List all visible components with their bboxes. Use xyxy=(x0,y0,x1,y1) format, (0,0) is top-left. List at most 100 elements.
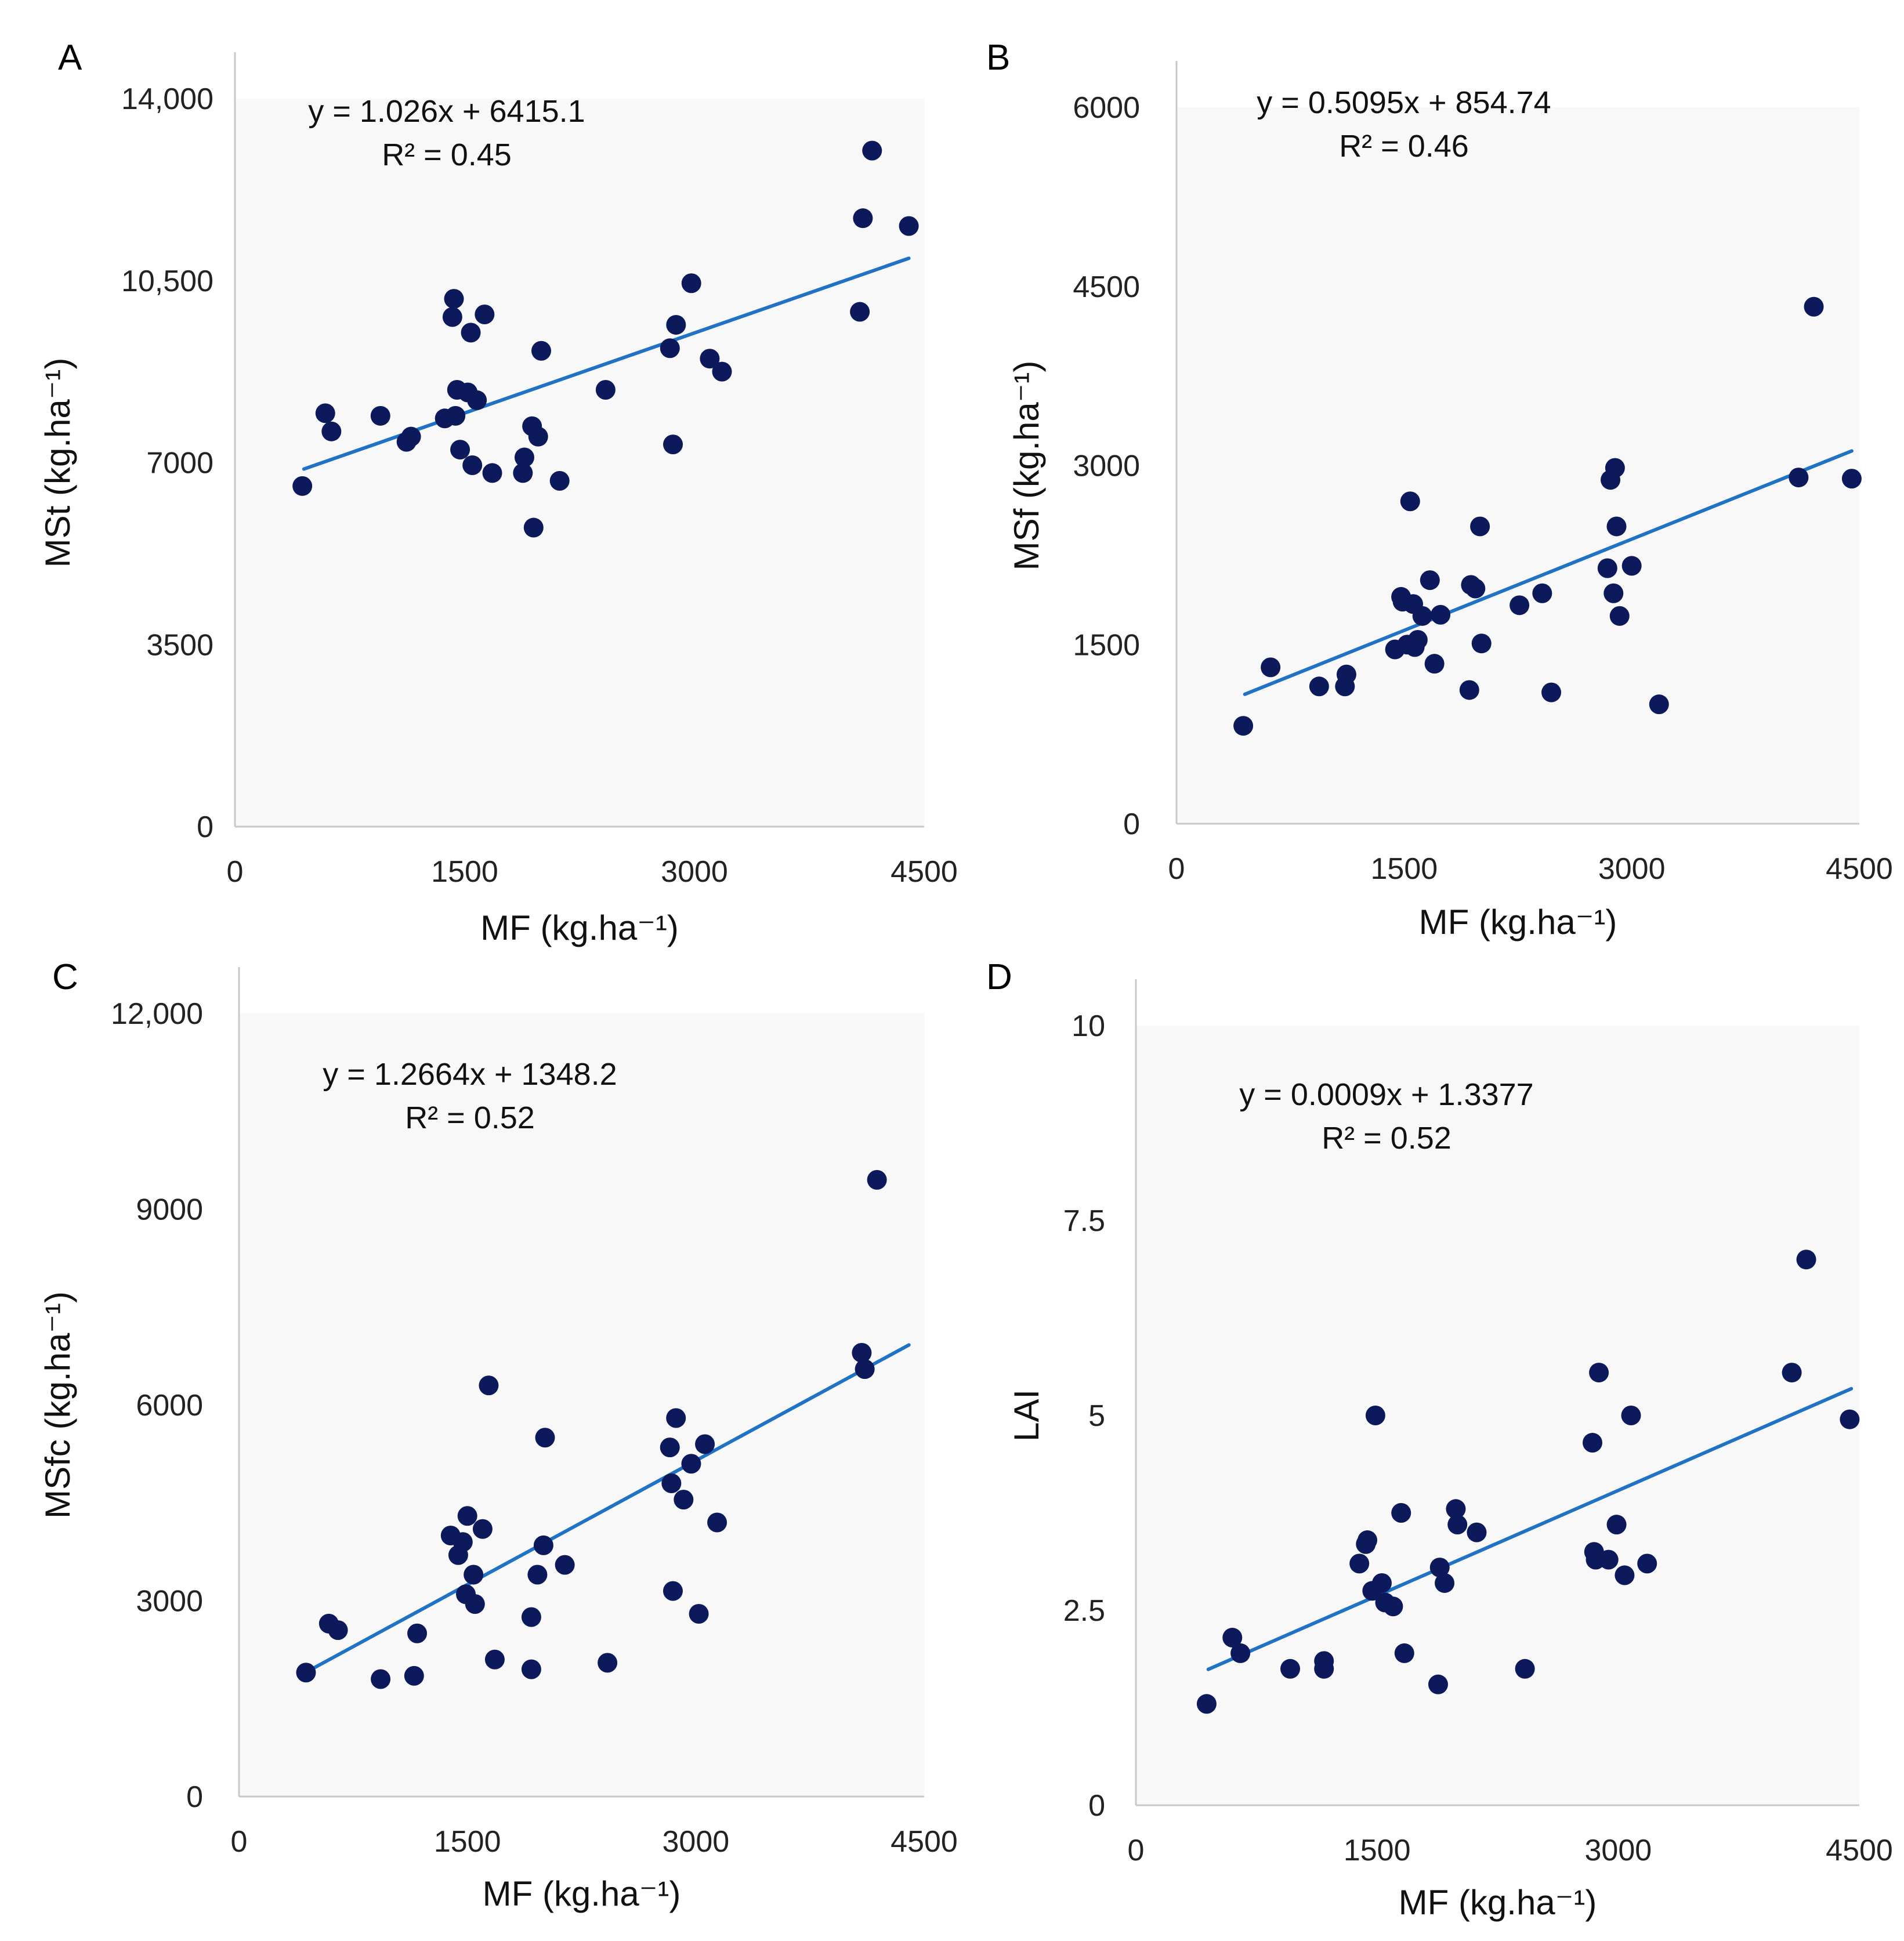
data-point xyxy=(1222,1628,1243,1648)
data-point xyxy=(1447,1515,1468,1535)
data-point xyxy=(465,1594,485,1614)
data-point xyxy=(1280,1658,1301,1679)
y-tick-label: 10,500 xyxy=(121,265,213,298)
data-point xyxy=(1420,570,1440,591)
data-point xyxy=(442,307,462,327)
data-point xyxy=(1609,606,1630,626)
data-point xyxy=(1309,676,1329,697)
y-tick-label: 1500 xyxy=(1073,628,1140,662)
x-tick-label: 4500 xyxy=(1826,1834,1893,1867)
x-axis-title: MF (kg.ha⁻¹) xyxy=(1419,903,1617,941)
data-point xyxy=(1606,516,1627,537)
data-point xyxy=(1796,1250,1816,1270)
data-point xyxy=(1597,558,1617,578)
data-point xyxy=(1582,1433,1602,1453)
data-point xyxy=(475,305,495,325)
x-tick-label: 0 xyxy=(1128,1834,1145,1867)
x-axis-title: MF (kg.ha⁻¹) xyxy=(483,1874,681,1913)
data-point xyxy=(479,1375,499,1396)
data-point xyxy=(1233,716,1254,736)
y-tick-label: 2.5 xyxy=(1063,1594,1105,1628)
data-point xyxy=(598,1653,618,1673)
data-point xyxy=(1589,1363,1609,1383)
data-point xyxy=(1605,458,1625,478)
data-point xyxy=(1383,1596,1403,1617)
data-point xyxy=(1606,1515,1627,1535)
data-point xyxy=(292,476,313,496)
data-point xyxy=(1649,694,1669,715)
x-tick-label: 4500 xyxy=(891,855,958,889)
data-point xyxy=(712,361,732,382)
data-point xyxy=(450,440,470,460)
data-point xyxy=(1603,583,1624,603)
y-tick-label: 7.5 xyxy=(1063,1204,1105,1238)
data-point xyxy=(1391,1503,1411,1523)
x-tick-label: 3000 xyxy=(1584,1834,1652,1867)
plot-area xyxy=(1136,1026,1859,1805)
data-point xyxy=(681,1454,701,1474)
plot-area xyxy=(1177,107,1859,824)
data-point xyxy=(1471,633,1492,654)
data-point xyxy=(1435,1573,1455,1593)
data-point xyxy=(401,426,421,447)
data-point xyxy=(1789,468,1809,488)
x-tick-label: 1500 xyxy=(1370,852,1438,886)
data-point xyxy=(328,1620,348,1641)
data-point xyxy=(1465,578,1486,599)
trend-line xyxy=(1243,449,1854,696)
data-point xyxy=(1365,1406,1385,1425)
data-point xyxy=(462,455,483,475)
data-point xyxy=(1407,630,1428,650)
data-point xyxy=(1335,676,1355,697)
data-point xyxy=(852,1343,872,1363)
data-point xyxy=(1261,657,1281,678)
data-point xyxy=(1515,1658,1535,1679)
data-point xyxy=(1541,682,1562,702)
y-tick-label: 0 xyxy=(197,810,213,844)
y-tick-label: 4500 xyxy=(1073,270,1140,304)
data-point xyxy=(1412,606,1432,626)
data-point xyxy=(660,1437,680,1458)
data-point xyxy=(1804,296,1824,317)
data-point xyxy=(1532,583,1552,603)
data-point xyxy=(1841,469,1862,489)
data-point xyxy=(700,349,720,369)
panel-c: C 0 1500 3000 4500 0 3000 6000 9000 12,000 MF (kg.… xyxy=(38,957,958,1913)
data-point xyxy=(371,1669,391,1689)
data-point xyxy=(899,216,919,236)
data-point xyxy=(663,434,683,455)
data-point xyxy=(1621,556,1642,576)
r-squared: R² = 0.52 xyxy=(405,1100,535,1135)
data-point xyxy=(523,517,544,538)
panel-letter: A xyxy=(58,38,82,78)
data-point xyxy=(472,1519,493,1539)
data-point xyxy=(1429,1558,1450,1578)
y-axis-title: MSfc (kg.ha⁻¹) xyxy=(38,1291,77,1519)
y-tick-label: 3000 xyxy=(136,1585,203,1618)
data-point xyxy=(674,1490,694,1510)
panel-letter: B xyxy=(986,38,1010,78)
data-point xyxy=(527,1565,548,1585)
data-point xyxy=(1196,1694,1217,1714)
x-tick-label: 1500 xyxy=(1344,1834,1411,1867)
x-tick-label: 0 xyxy=(227,855,244,889)
plot-area xyxy=(239,1013,924,1797)
y-tick-label: 6000 xyxy=(136,1389,203,1422)
data-point xyxy=(1470,516,1490,537)
data-point xyxy=(695,1434,715,1454)
data-point xyxy=(1467,1522,1487,1542)
data-point xyxy=(1394,1643,1414,1663)
data-point xyxy=(521,1607,541,1627)
data-point xyxy=(461,323,481,343)
panel-d: D 0 1500 3000 4500 0 2.5 5 7.5 10 MF (kg.ha⁻¹) LAI y… xyxy=(986,957,1893,1922)
data-point xyxy=(315,403,335,423)
panel-b: B 0 1500 3000 4500 0 1500 3000 4500 6000 MF (kg.ha… xyxy=(986,38,1893,941)
data-point xyxy=(407,1623,428,1643)
data-point xyxy=(321,421,342,441)
data-point xyxy=(850,302,870,322)
data-point xyxy=(1230,1643,1251,1663)
data-point xyxy=(533,1535,553,1555)
data-point xyxy=(1314,1651,1334,1671)
data-point xyxy=(457,1506,477,1526)
